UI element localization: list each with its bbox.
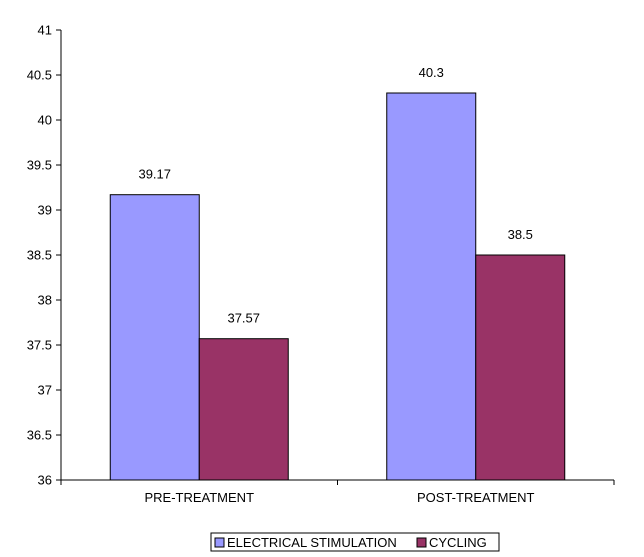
bar-electrical-stimulation bbox=[109, 194, 200, 481]
y-tick-label: 41 bbox=[38, 23, 52, 38]
y-tick-label: 37 bbox=[38, 383, 52, 398]
y-tick-label: 40.5 bbox=[27, 68, 52, 83]
bar-cycling bbox=[475, 254, 566, 481]
x-category-label: POST-TREATMENT bbox=[417, 490, 535, 505]
y-tick-label: 40 bbox=[38, 113, 52, 128]
y-axis: 36 36.5 37 37.5 38 38.5 39 39.5 40 40.5 41 bbox=[27, 23, 62, 488]
y-tick-label: 38.5 bbox=[27, 248, 52, 263]
bar-value-label: 38.5 bbox=[508, 227, 533, 242]
y-tick-label: 36 bbox=[38, 473, 52, 488]
y-tick-label: 37.5 bbox=[27, 338, 52, 353]
legend-label: CYCLING bbox=[429, 535, 487, 550]
bars bbox=[109, 92, 566, 481]
x-axis: PRE-TREATMENT POST-TREATMENT bbox=[60, 479, 615, 505]
bar-value-label: 40.3 bbox=[419, 65, 444, 80]
legend-label: ELECTRICAL STIMULATION bbox=[227, 535, 397, 550]
y-tick-label: 36.5 bbox=[27, 428, 52, 443]
data-labels: 39.17 37.57 40.3 38.5 bbox=[138, 65, 532, 326]
y-tick-label: 38 bbox=[38, 293, 52, 308]
legend-box bbox=[210, 532, 500, 552]
bar-electrical-stimulation bbox=[386, 92, 477, 481]
y-tick-label: 39.5 bbox=[27, 158, 52, 173]
legend-swatch bbox=[416, 537, 427, 548]
bar-value-label: 39.17 bbox=[138, 167, 171, 182]
bar-cycling bbox=[198, 338, 289, 481]
y-tick-label: 39 bbox=[38, 203, 52, 218]
x-category-label: PRE-TREATMENT bbox=[144, 490, 254, 505]
bar-value-label: 37.57 bbox=[227, 311, 260, 326]
legend-swatch bbox=[214, 537, 225, 548]
legend: ELECTRICAL STIMULATION CYCLING bbox=[210, 532, 500, 552]
